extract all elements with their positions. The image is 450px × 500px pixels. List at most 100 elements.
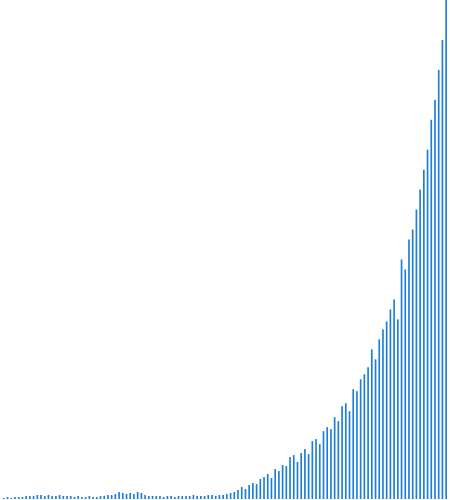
bar-102	[382, 329, 384, 499]
bar-17	[66, 496, 68, 499]
bar-32	[121, 493, 124, 499]
bar-19	[73, 497, 76, 499]
bar-54	[203, 496, 206, 499]
bar-25	[95, 497, 98, 499]
bar-42	[159, 496, 161, 499]
bar-67	[252, 483, 254, 499]
bar-51	[192, 495, 195, 499]
bar-71	[266, 474, 269, 499]
bar-115	[430, 119, 433, 499]
bar-9	[36, 495, 39, 499]
bar-12	[47, 495, 50, 499]
bar-7	[29, 496, 31, 499]
bar-97	[363, 374, 366, 499]
bar-8	[32, 496, 35, 499]
bar-96	[359, 379, 362, 499]
bar-91	[341, 406, 343, 499]
bar-75	[281, 465, 284, 499]
bar-57	[214, 496, 217, 499]
bar-105	[393, 299, 395, 499]
bar-111	[415, 209, 418, 499]
bar-1	[6, 497, 9, 499]
bar-53	[200, 496, 202, 499]
bar-81	[304, 449, 306, 499]
bar-30	[114, 494, 117, 499]
bar-2	[10, 498, 13, 499]
bar-63	[237, 490, 239, 499]
bar-39	[147, 496, 150, 499]
bar-14	[55, 496, 57, 499]
bar-5	[21, 497, 24, 499]
bar-15	[58, 495, 61, 499]
bar-10	[40, 495, 42, 499]
bar-113	[423, 169, 425, 499]
bar-13	[51, 496, 54, 499]
bar-58	[218, 495, 221, 499]
bar-79	[296, 462, 299, 499]
bar-38	[144, 495, 146, 499]
bar-22	[84, 497, 87, 499]
bar-31	[118, 492, 120, 499]
bar-62	[233, 492, 236, 499]
bar-33	[125, 494, 128, 499]
bar-29	[110, 495, 113, 499]
bar-16	[62, 496, 65, 499]
bar-84	[315, 439, 317, 499]
bar-61	[229, 493, 232, 499]
bar-99	[370, 349, 373, 499]
bar-95	[356, 391, 358, 499]
bar-90	[337, 421, 340, 499]
bar-92	[344, 403, 347, 499]
bar-118	[441, 39, 444, 500]
bar-87	[326, 427, 329, 499]
bar-28	[107, 495, 109, 499]
bar-108	[404, 269, 407, 499]
bar-20	[77, 496, 80, 499]
bar-45	[170, 496, 172, 499]
bar-47	[177, 496, 180, 499]
bar-18	[69, 496, 72, 499]
bar-68	[255, 484, 258, 499]
bar-23	[88, 496, 91, 499]
bar-82	[307, 454, 310, 499]
bar-21	[81, 497, 83, 499]
bar-37	[140, 493, 143, 499]
bar-50	[188, 496, 191, 499]
bar-88	[330, 429, 332, 499]
bar-69	[259, 479, 262, 499]
bar-100	[374, 359, 377, 499]
bar-66	[248, 485, 250, 499]
bar-35	[133, 494, 135, 499]
bar-86	[322, 431, 325, 499]
bar-41	[155, 496, 158, 499]
bar-72	[270, 478, 273, 499]
bar-44	[166, 496, 169, 499]
bar-109	[408, 239, 410, 499]
bar-40	[151, 496, 154, 499]
bar-107	[400, 259, 403, 499]
bar-83	[311, 441, 314, 499]
bar-101	[378, 339, 381, 499]
bar-49	[185, 496, 187, 499]
bar-36	[136, 492, 139, 499]
bar-98	[367, 367, 369, 499]
bar-119	[445, 0, 447, 499]
bar-89	[333, 417, 336, 499]
bar-110	[411, 229, 414, 500]
bar-78	[292, 455, 295, 499]
bar-76	[285, 466, 288, 499]
bar-34	[129, 493, 132, 499]
bar-70	[263, 477, 265, 499]
bar-27	[103, 496, 106, 499]
bar-52	[196, 496, 198, 499]
bar-116	[434, 99, 436, 500]
bar-24	[92, 497, 94, 499]
bar-80	[300, 453, 303, 499]
bar-65	[244, 489, 247, 499]
bar-94	[352, 389, 355, 499]
bar-56	[211, 495, 213, 499]
bar-3	[14, 497, 16, 499]
bar-48	[181, 496, 184, 499]
bar-74	[278, 471, 280, 499]
